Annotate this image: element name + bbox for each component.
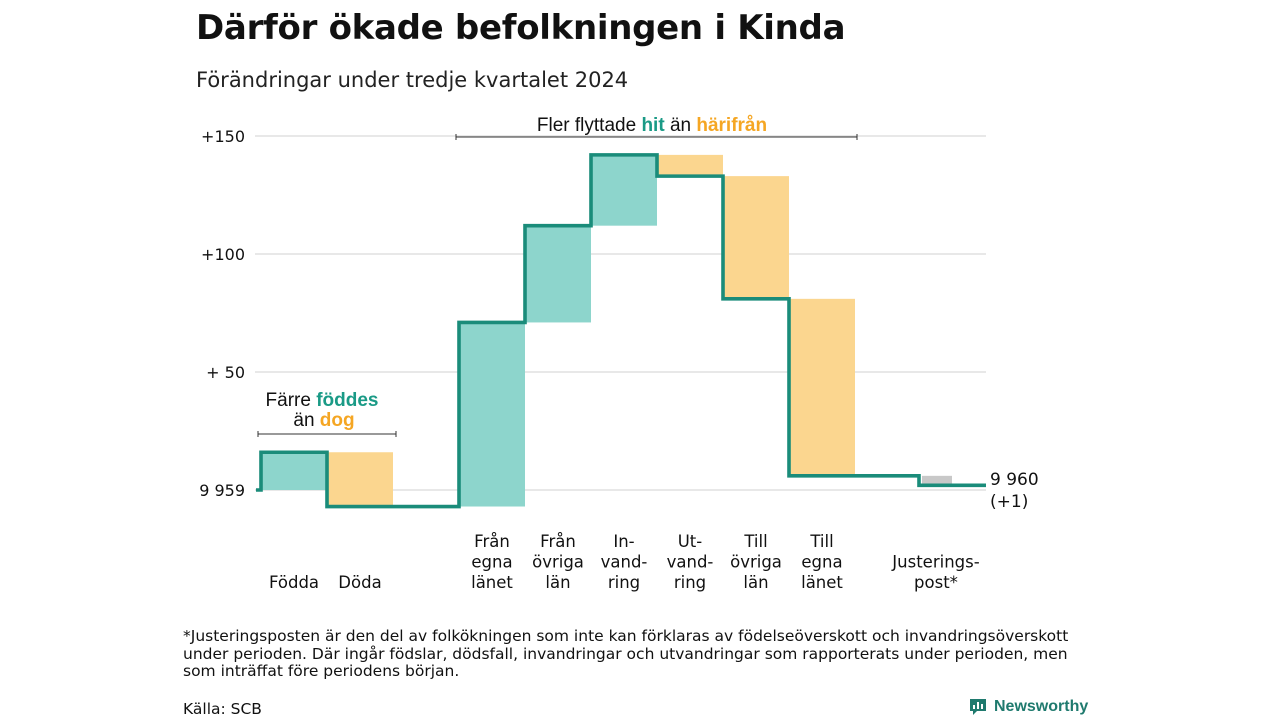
- bar-0: [261, 452, 327, 490]
- bar-1: [327, 452, 393, 507]
- end-value-label: 9 960(+1): [990, 470, 1039, 512]
- waterfall-chart: 9 959 + 50 +100 +150 Födda Döda Från egna länet…: [199, 115, 1039, 592]
- category-label-1: Döda: [338, 573, 381, 592]
- bar-4: [591, 154, 657, 226]
- step-line-path: [256, 153, 986, 509]
- annotation-migration: Fler flyttade hit än härifrån: [455, 115, 858, 140]
- bar-chart-logo-icon: [970, 699, 986, 715]
- bar-8: [922, 475, 952, 486]
- bar-6: [723, 176, 789, 299]
- y-tick-labels: 9 959 + 50 +100 +150: [199, 127, 245, 500]
- bars: [261, 154, 952, 507]
- annotation-births: Färre föddes än dog: [257, 390, 397, 437]
- brand-name: Newsworthy: [994, 698, 1089, 715]
- y-tick-label-2: +100: [201, 245, 245, 264]
- category-labels: Födda Döda Från egna länet Från övriga län In-va…: [269, 532, 980, 592]
- annotation-births-line1: Färre föddes: [266, 390, 379, 411]
- source-label: Källa: SCB: [183, 700, 262, 718]
- category-label-4: In-vand-ring: [601, 532, 648, 592]
- bar-2: [459, 322, 525, 507]
- category-label-5: Ut-vand-ring: [667, 532, 714, 592]
- bar-5: [657, 154, 723, 177]
- y-tick-label-1: + 50: [206, 363, 245, 382]
- category-label-8: Justerings-post*: [891, 553, 979, 593]
- category-label-6: Till övriga län: [730, 532, 782, 592]
- step-line: [256, 153, 986, 509]
- end-label-line-1: (+1): [990, 492, 1028, 512]
- bar-3: [525, 225, 591, 323]
- category-label-0: Födda: [269, 573, 319, 592]
- chart-title: Därför ökade befolkningen i Kinda: [196, 8, 846, 48]
- bar-7: [789, 298, 855, 476]
- chart-subtitle: Förändringar under tredje kvartalet 2024: [196, 68, 629, 92]
- brand-logo: Newsworthy: [968, 697, 1088, 717]
- y-tick-label-0: 9 959: [199, 481, 245, 500]
- category-label-3: Från övriga län: [532, 532, 584, 592]
- footnote: *Justeringsposten är den del av folkökni…: [183, 627, 1069, 680]
- end-label-line-0: 9 960: [990, 470, 1039, 490]
- category-label-7: Till egna länet: [801, 532, 843, 592]
- annotation-migration-text: Fler flyttade hit än härifrån: [537, 115, 767, 136]
- category-label-2: Från egna länet: [471, 532, 513, 592]
- annotation-births-line2: än dog: [293, 410, 354, 431]
- y-tick-label-3: +150: [201, 127, 245, 146]
